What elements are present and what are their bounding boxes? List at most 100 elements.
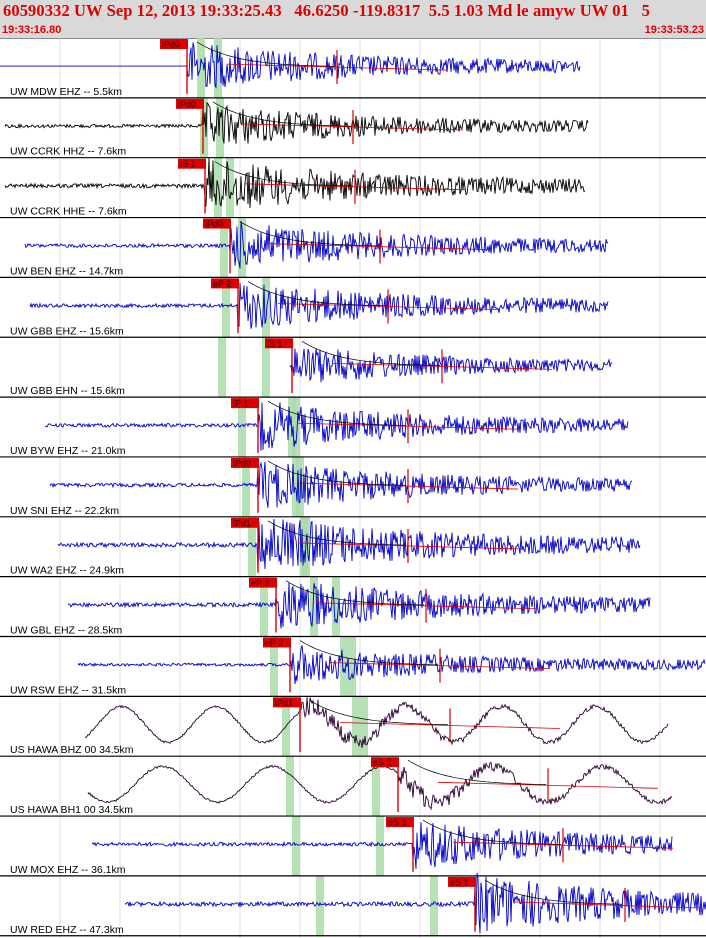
phase-window-band — [238, 217, 246, 278]
coda-decay-curve — [247, 281, 386, 307]
trace-row[interactable]: eS 1 UW RED EHZ -- 47.3km — [0, 872, 706, 937]
phase-pick-label: eP 2 — [265, 638, 283, 648]
phase-window-band — [248, 516, 256, 577]
phase-pick-flag[interactable] — [203, 218, 231, 229]
phase-pick-flag[interactable] — [265, 338, 293, 349]
trace-row[interactable]: iPd0 UW CCRK HHZ -- 7.6km — [0, 98, 706, 159]
phase-window-band — [348, 636, 356, 697]
phase-pick-label: iPd0 — [162, 40, 180, 50]
station-label: UW WA2 EHZ -- 24.9km — [10, 565, 124, 577]
station-label: UW MOX EHZ -- 36.1km — [10, 864, 126, 876]
waveform-trace — [124, 872, 706, 934]
phase-window-band — [262, 277, 270, 338]
station-label: UW RED EHZ -- 47.3km — [10, 924, 124, 936]
trace-row[interactable]: iS 1 UW GBB EHN -- 15.6km — [0, 338, 706, 398]
waveform-trace — [91, 822, 673, 869]
phase-pick-label: iP 1 — [233, 399, 248, 409]
waveform-trace — [67, 582, 651, 629]
phase-window-band — [376, 816, 384, 876]
seismogram-panel[interactable]: iPd0 UW MDW EHZ -- 5.5km iPd0 UW CCRK HHZ -… — [0, 38, 706, 938]
phase-pick-label: iS 1 — [180, 159, 196, 169]
phase-pick-flag[interactable] — [386, 817, 414, 828]
phase-window-band — [218, 337, 226, 398]
phase-window-band — [332, 576, 340, 637]
phase-window-band — [310, 576, 318, 637]
phase-pick-flag[interactable] — [249, 577, 277, 588]
phase-window-band — [340, 636, 348, 697]
station-label: UW RSW EHZ -- 31.5km — [10, 684, 126, 696]
coda-decay-curve — [267, 400, 406, 426]
phase-window-band — [270, 636, 278, 697]
waveform-trace — [0, 42, 581, 89]
phase-window-band — [220, 217, 228, 278]
phase-pick-flag[interactable] — [178, 158, 206, 169]
phase-window-band — [286, 756, 294, 817]
phase-window-band — [200, 97, 208, 158]
phase-pick-flag[interactable] — [160, 39, 188, 49]
phase-pick-label: iPd0 — [178, 99, 196, 109]
phase-pick-label: iPd1 — [275, 698, 293, 708]
coda-decay-curve — [407, 759, 546, 785]
station-label: UW CCRK HHE -- 7.6km — [10, 206, 127, 218]
phase-pick-flag[interactable] — [231, 457, 259, 468]
waveform-trace — [29, 282, 609, 329]
phase-window-band — [197, 38, 205, 98]
waveform-trace — [44, 402, 629, 451]
station-label: UW MDW EHZ -- 5.5km — [10, 86, 122, 98]
phase-window-band — [242, 456, 250, 517]
phase-pick-label: eS 2 — [373, 758, 392, 768]
phase-pick-label: eP 2 — [251, 578, 269, 588]
phase-window-band — [260, 576, 268, 637]
phase-window-band — [292, 816, 300, 876]
waveform-trace — [84, 697, 669, 748]
trace-row[interactable]: iPd0 UW BEN EHZ -- 14.7km — [0, 218, 706, 278]
station-label: US HAWA BH1 00 34.5km — [10, 804, 133, 816]
phase-window-band — [226, 157, 234, 218]
phase-pick-flag[interactable] — [263, 637, 291, 648]
phase-pick-flag[interactable] — [211, 278, 239, 289]
phase-window-band — [430, 875, 438, 936]
end-time-label: 19:33:53.23 — [644, 24, 704, 36]
station-label: UW SNI EHZ -- 22.2km — [10, 505, 119, 517]
trace-row[interactable]: eS 2 UW MOX EHZ -- 36.1km — [0, 817, 706, 877]
coda-decay-curve — [484, 879, 623, 905]
trace-row[interactable]: iP 1 UW BYW EHZ -- 21.0km — [0, 398, 706, 458]
coda-decay-curve — [196, 41, 335, 67]
station-label: UW CCRK HHZ -- 7.6km — [10, 146, 126, 158]
phase-pick-label: eS 1 — [450, 877, 469, 887]
event-title: 60590332 UW Sep 12, 2013 19:33:25.43 46.… — [3, 1, 651, 20]
waveform-trace — [77, 645, 706, 685]
trace-row[interactable]: iS 1 UW CCRK HHE -- 7.6km — [0, 157, 706, 219]
station-label: UW BYW EHZ -- 21.0km — [10, 445, 126, 457]
phase-pick-flag[interactable] — [371, 757, 399, 768]
trace-row[interactable]: eP 2 UW GBL EHZ -- 28.5km — [0, 577, 706, 638]
phase-window-band — [360, 696, 368, 757]
trace-row[interactable]: eS 2 US HAWA BH1 00 34.5km — [0, 757, 706, 817]
coda-decay-curve — [212, 101, 352, 127]
coda-decay-curve — [239, 221, 379, 247]
coda-decay-curve — [214, 161, 353, 187]
phase-pick-flag[interactable] — [448, 876, 476, 887]
phase-window-band — [238, 397, 246, 457]
phase-window-band — [214, 157, 222, 218]
phase-pick-label: eP 2 — [213, 279, 231, 289]
trace-row[interactable]: iPd0 UW SNI EHZ -- 22.2km — [0, 457, 706, 518]
phase-pick-flag[interactable] — [231, 398, 259, 409]
phase-pick-flag[interactable] — [176, 98, 204, 109]
coda-decay-curve — [309, 700, 449, 726]
waveform-trace — [49, 461, 633, 508]
trace-row[interactable]: iPd1 UW WA2 EHZ -- 24.9km — [0, 517, 706, 578]
phase-pick-flag[interactable] — [273, 697, 301, 708]
phase-window-band — [372, 756, 380, 817]
trace-row[interactable]: iPd1 US HAWA BHZ 00 34.5km — [0, 697, 706, 757]
phase-pick-flag[interactable] — [231, 517, 259, 528]
coda-decay-curve — [299, 640, 438, 666]
event-header: 60590332 UW Sep 12, 2013 19:33:25.43 46.… — [0, 0, 706, 39]
trace-row[interactable]: iPd0 UW MDW EHZ -- 5.5km — [0, 39, 706, 99]
highlight-bands — [197, 38, 438, 936]
coda-decay-curve — [267, 460, 407, 486]
amplitude-fit-line — [514, 901, 701, 909]
trace-row[interactable]: eP 2 UW RSW EHZ -- 31.5km — [0, 637, 706, 697]
waveform-trace — [57, 518, 641, 572]
trace-row[interactable]: eP 2 UW GBB EHZ -- 15.6km — [0, 278, 706, 338]
